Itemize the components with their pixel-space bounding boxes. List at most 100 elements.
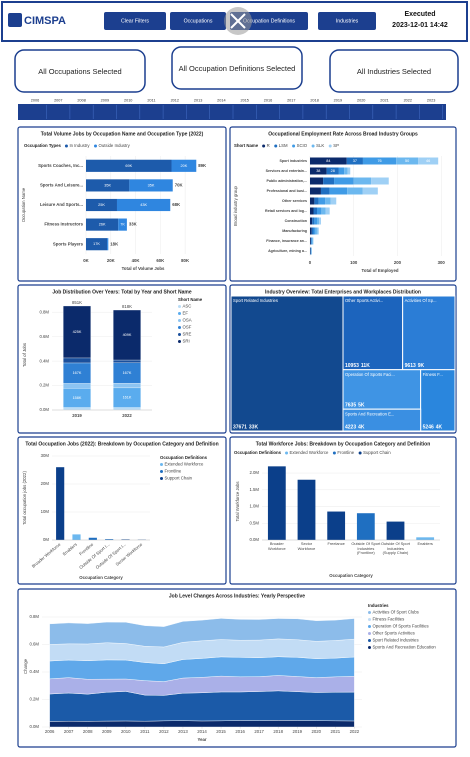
area [49, 690, 355, 722]
data-label: 167K [73, 371, 82, 375]
button[interactable] [104, 12, 166, 30]
legend-swatch [178, 319, 181, 322]
y-tick-label: Manufacturing [282, 229, 307, 233]
bar [72, 534, 81, 540]
timeline-year[interactable]: 2012 [171, 99, 179, 103]
data-label: 167K [123, 371, 132, 375]
timeline-year[interactable]: 2019 [334, 99, 342, 103]
bar-segment [396, 157, 419, 165]
bar-segment [362, 187, 378, 195]
legend-swatch [368, 618, 371, 621]
y-tick-label: Services and entertain... [266, 169, 307, 173]
x-tick-label: 300 [438, 260, 446, 265]
y-tick-label: 1.5M [249, 487, 259, 492]
slicer[interactable] [171, 46, 303, 90]
tile-value2: 33K [249, 424, 259, 430]
timeline-year[interactable]: 2017 [287, 99, 295, 103]
bar-segment [113, 383, 141, 389]
slicer[interactable] [14, 49, 146, 93]
legend-label: Support Chain [363, 450, 391, 455]
chart-title: Total Volume Jobs by Occupation Name and… [41, 131, 204, 137]
tile-value: 4223 [345, 424, 356, 430]
x-tick-label: 200 [394, 260, 402, 265]
executed-time: 2023-12-01 14:42 [392, 22, 448, 29]
timeline-year[interactable]: 2014 [217, 99, 225, 103]
legend-label: SP [333, 143, 339, 148]
tile-label: Other Sports Activi... [345, 298, 383, 303]
slicer-label[interactable]: All Industries Selected [356, 66, 432, 76]
executed-label: Executed [404, 11, 435, 18]
bar [56, 467, 65, 540]
button-label[interactable]: Industries [336, 18, 359, 24]
timeline-year[interactable]: 2022 [404, 99, 412, 103]
x-tick-label-box: Outside Of Sport Industries (Frontline) [351, 542, 380, 555]
button[interactable] [170, 12, 226, 30]
data-label: 37 [353, 159, 357, 163]
tile-value: 9613 [405, 363, 416, 369]
bar-segment [63, 383, 91, 389]
y-tick-label: Leisure And Sports... [40, 202, 83, 207]
timeline-year[interactable]: 2023 [427, 99, 435, 103]
button[interactable] [318, 12, 376, 30]
timeline-year[interactable]: 2011 [147, 99, 155, 103]
treemap-tile [402, 295, 456, 371]
button-label[interactable]: Occupation Definitions [243, 18, 295, 24]
bar-segment [353, 177, 372, 185]
legend-swatch [160, 470, 163, 473]
timeline-year[interactable]: 2018 [310, 99, 318, 103]
bar-segment [310, 167, 327, 175]
timeline-year[interactable]: 2013 [194, 99, 202, 103]
timeline-year[interactable]: 2007 [54, 99, 62, 103]
tile-label: Operation Of Sports Faci... [345, 372, 395, 377]
timeline-year[interactable]: 2010 [124, 99, 132, 103]
bar-segment [86, 198, 117, 212]
bar-segment [317, 207, 322, 215]
legend-swatch [178, 333, 181, 336]
timeline-year[interactable]: 2015 [240, 99, 248, 103]
bar [105, 539, 114, 540]
timeline-bar[interactable] [18, 104, 446, 120]
bar [416, 537, 435, 540]
y-axis-label: Total Workforce Jobs [235, 481, 240, 521]
legend-swatch [285, 451, 289, 455]
timeline-year[interactable]: 2006 [31, 99, 39, 103]
y-tick-label: Professional and busi... [267, 189, 307, 193]
timeline-year[interactable]: 2009 [101, 99, 109, 103]
slicer-label-box: All Industries Selected [356, 66, 432, 76]
x-tick-label: Broader Workforce [268, 542, 286, 551]
button-label[interactable]: Clear Filters [121, 18, 149, 24]
slicer-label[interactable]: All Occupation Definitions Selected [178, 63, 296, 73]
panel [17, 436, 227, 585]
slicer-label[interactable]: All Occupations Selected [38, 66, 122, 76]
bar-segment [418, 157, 439, 165]
timeline-year[interactable]: 2016 [264, 99, 272, 103]
legend-swatch [292, 144, 296, 148]
x-tick-label: 2007 [64, 729, 74, 734]
x-tick-label: 40K [132, 258, 141, 263]
treemap-tile [342, 408, 422, 432]
legend-swatch [368, 625, 371, 628]
total-label: 18K [110, 241, 119, 246]
x-tick-label: 2022 [122, 413, 132, 418]
data-label: 20K [181, 164, 188, 168]
x-tick-label: Outside Of Sport Industries (Supply Chai… [380, 542, 410, 556]
y-tick-label: Other services [282, 199, 307, 203]
x-axis-label: Total of Employed [362, 268, 399, 273]
legend-title: Occupation Definitions [234, 450, 282, 455]
y-tick-label: 0M [43, 537, 49, 542]
timeline-year[interactable]: 2021 [380, 99, 388, 103]
timeline-year[interactable]: 2020 [357, 99, 365, 103]
legend-title: Occupation Types [24, 143, 62, 148]
bar-segment [310, 207, 314, 215]
bar-segment [317, 217, 320, 225]
total-label: 851K [72, 300, 82, 305]
x-tick-label: 60K [156, 258, 165, 263]
timeline-year[interactable]: 2008 [77, 99, 85, 103]
slicer[interactable] [329, 49, 459, 93]
bar-segment [86, 238, 108, 251]
legend-swatch [274, 144, 278, 148]
button-label[interactable]: Occupations [184, 18, 213, 24]
legend-label: Activities Of Sport Clubs [373, 610, 419, 615]
y-tick-label: 0.2M [29, 697, 39, 702]
